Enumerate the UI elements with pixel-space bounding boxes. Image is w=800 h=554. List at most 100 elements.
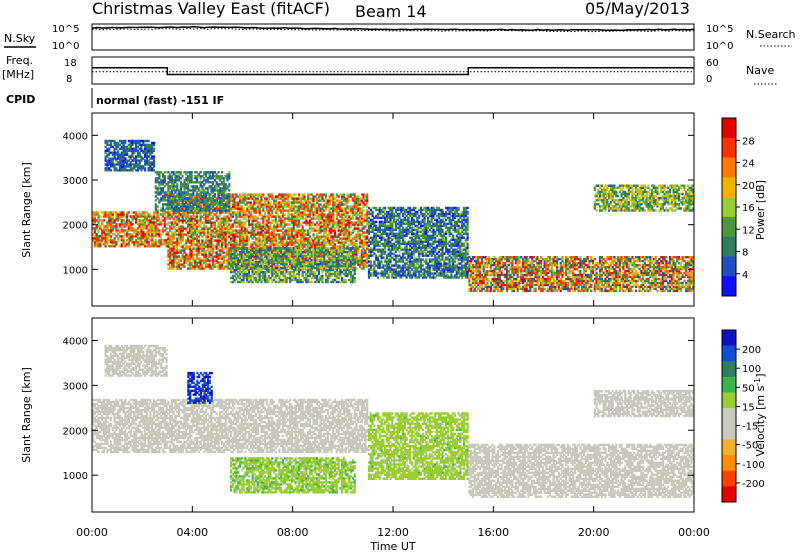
echo-cell — [165, 243, 168, 246]
echo-cell — [278, 217, 281, 220]
echo-cell — [258, 201, 261, 204]
echo-cell — [181, 249, 184, 252]
echo-cell — [301, 280, 304, 284]
echo-cell — [335, 276, 338, 280]
echo-cell — [369, 274, 372, 277]
echo-cell — [138, 225, 141, 228]
echo-cell — [307, 199, 310, 202]
echo-cell — [305, 199, 308, 202]
echo-cell — [310, 209, 313, 212]
echo-cell — [167, 267, 170, 270]
echo-cell — [396, 206, 399, 210]
echo-cell — [197, 229, 200, 232]
echo-cell — [342, 241, 345, 244]
echo-cell — [194, 219, 197, 222]
echo-cell — [242, 270, 245, 274]
echo-cell — [237, 229, 240, 232]
echo-cell — [332, 251, 335, 254]
echo-cell — [339, 268, 342, 272]
echo-cell — [281, 211, 285, 214]
echo-cell — [301, 211, 304, 214]
echo-cell — [290, 241, 294, 244]
echo-cell — [339, 247, 342, 250]
echo-cell — [299, 239, 302, 242]
echo-cell — [353, 270, 356, 274]
echo-cell — [240, 264, 243, 268]
echo-cell — [328, 266, 331, 270]
echo-cell — [251, 217, 254, 220]
echo-cell — [242, 257, 245, 260]
echo-cell — [391, 234, 394, 237]
echo-cell — [163, 241, 166, 244]
echo-cell — [289, 257, 292, 260]
echo-cell — [262, 272, 265, 276]
echo-cell — [249, 229, 252, 232]
echo-cell — [292, 205, 295, 208]
echo-cell — [176, 255, 179, 258]
echo-cell — [242, 197, 245, 200]
echo-cell — [265, 255, 268, 258]
echo-cell — [158, 219, 161, 222]
echo-cell — [384, 228, 387, 232]
echo-cell — [359, 235, 362, 238]
echo-cell — [258, 259, 261, 262]
echo-cell — [346, 213, 349, 216]
echo-cell — [262, 257, 265, 260]
echo-cell — [326, 219, 329, 222]
echo-cell — [260, 263, 263, 266]
echo-cell — [267, 227, 270, 230]
echo-cell — [382, 222, 385, 226]
echo-cell — [341, 251, 344, 254]
echo-cell — [348, 205, 351, 208]
echo-cell — [333, 249, 337, 252]
echo-cell — [255, 219, 258, 222]
echo-cell — [251, 259, 254, 262]
echo-cell — [138, 213, 141, 216]
echo-cell — [289, 237, 292, 240]
echo-cell — [319, 264, 322, 268]
echo-cell — [321, 268, 324, 272]
echo-cell — [199, 263, 202, 266]
echo-cell — [281, 266, 285, 270]
echo-cell — [210, 225, 213, 228]
echo-cell — [231, 249, 234, 252]
echo-cell — [273, 247, 276, 250]
echo-cell — [335, 223, 338, 226]
echo-cell — [195, 249, 199, 252]
echo-cell — [387, 274, 390, 277]
echo-cell — [201, 221, 204, 224]
echo-cell — [276, 213, 279, 216]
echo-cell — [221, 247, 224, 250]
echo-cell — [265, 223, 268, 226]
echo-cell — [308, 272, 311, 276]
echo-cell — [260, 255, 263, 258]
echo-cell — [299, 235, 302, 238]
echo-cell — [231, 243, 234, 246]
echo-cell — [367, 270, 371, 273]
echo-cell — [287, 217, 290, 220]
echo-cell — [122, 211, 125, 214]
echo-cell — [152, 219, 156, 222]
echo-cell — [353, 213, 356, 216]
echo-cell — [298, 255, 301, 258]
echo-cell — [274, 276, 277, 280]
echo-cell — [256, 197, 259, 200]
echo-cell — [285, 267, 288, 270]
echo-cell — [176, 263, 179, 266]
echo-cell — [108, 225, 111, 228]
echo-cell — [283, 225, 286, 228]
echo-cell — [337, 264, 340, 268]
echo-cell — [151, 221, 154, 224]
echo-cell — [274, 257, 277, 260]
echo-cell — [400, 246, 403, 249]
echo-cell — [308, 231, 311, 234]
echo-cell — [161, 219, 165, 222]
echo-cell — [324, 259, 328, 262]
echo-cell — [194, 233, 197, 236]
echo-cell — [238, 195, 242, 198]
echo-cell — [256, 255, 259, 258]
echo-cell — [260, 231, 263, 234]
echo-cell — [264, 231, 267, 234]
echo-cell — [273, 197, 276, 200]
echo-cell — [339, 209, 342, 212]
